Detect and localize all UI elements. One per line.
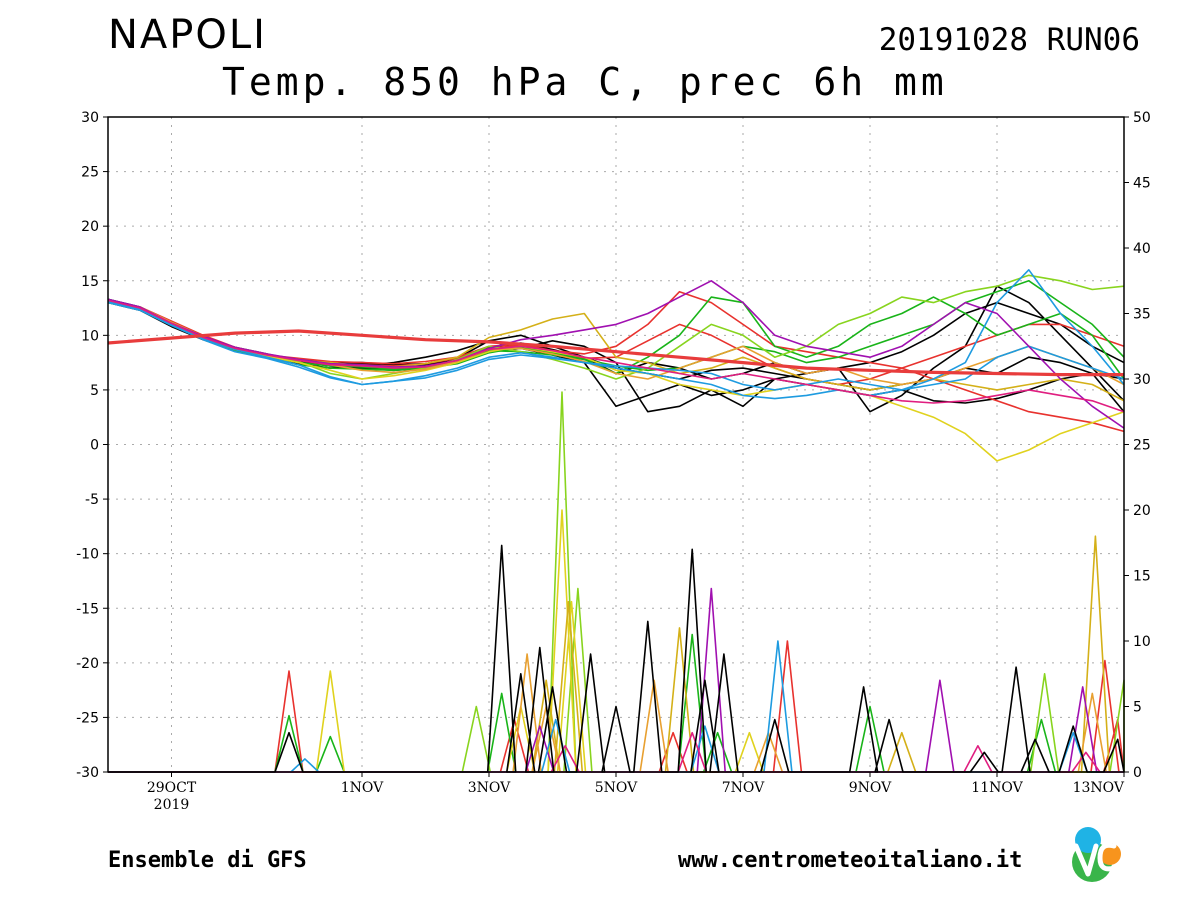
right-tick-label: 45	[1133, 176, 1151, 192]
temp-member-line	[107, 301, 1125, 462]
precip-line	[108, 587, 1124, 773]
left-axis-ticks: 30 25 20 15 10 5 0 -5 -10 -15 -20 -25 -30	[76, 110, 108, 781]
left-tick-label: 25	[81, 165, 99, 181]
x-tick-label: 29OCT	[147, 780, 197, 796]
right-tick-label: 5	[1133, 700, 1142, 716]
x-tick-label: 1NOV	[341, 780, 384, 796]
x-tick-label: 7NOV	[722, 780, 765, 796]
x-tick-label: 11NOV	[971, 780, 1023, 796]
control-run	[107, 329, 1124, 377]
temperature-series	[107, 269, 1125, 462]
left-tick-label: -20	[76, 656, 99, 672]
temp-member-line	[107, 269, 1125, 400]
x-tick-label: 13NOV	[1073, 780, 1125, 796]
temp-member-line	[107, 301, 1125, 391]
precip-line	[108, 653, 1124, 773]
x-tick-label: 5NOV	[595, 780, 638, 796]
temp-member-line	[107, 299, 1125, 380]
x-tick-sublabel: 2019	[154, 797, 190, 813]
left-tick-label: 15	[81, 274, 99, 290]
left-tick-label: -25	[76, 710, 99, 726]
precip-line	[108, 535, 1124, 773]
precip-line	[108, 633, 1124, 773]
right-tick-label: 35	[1133, 307, 1151, 323]
precip-line	[108, 509, 1124, 773]
right-tick-label: 30	[1133, 372, 1151, 388]
right-tick-label: 50	[1133, 110, 1151, 126]
right-tick-label: 0	[1133, 765, 1142, 781]
cmi-logo-icon	[1072, 827, 1121, 882]
location-title: NAPOLI	[108, 12, 267, 58]
temp-member-line	[107, 299, 1125, 413]
left-tick-label: -30	[76, 765, 99, 781]
precip-line	[108, 544, 1125, 773]
left-tick-label: -15	[76, 601, 99, 617]
right-tick-label: 20	[1133, 503, 1151, 519]
left-tick-label: 30	[81, 110, 99, 126]
model-run-label: 20191028 RUN06	[878, 22, 1140, 58]
left-tick-label: 20	[81, 219, 99, 235]
left-tick-label: -10	[76, 547, 99, 563]
x-tick-label: 9NOV	[849, 780, 892, 796]
footer-model-label: Ensemble di GFS	[108, 848, 307, 873]
x-tick-label: 3NOV	[468, 780, 511, 796]
temp-member-line	[107, 280, 1125, 429]
grid-lines	[108, 117, 1124, 772]
left-tick-label: 0	[90, 438, 99, 454]
left-tick-label: 5	[90, 383, 99, 399]
left-tick-label: -5	[85, 492, 99, 508]
chart-subtitle: Temp. 850 hPa C, prec 6h mm	[222, 60, 948, 104]
control-run-line	[107, 329, 1124, 377]
right-tick-label: 15	[1133, 569, 1151, 585]
temp-member-line	[107, 290, 1125, 433]
right-tick-label: 25	[1133, 438, 1151, 454]
right-tick-label: 10	[1133, 634, 1151, 650]
left-tick-label: 10	[81, 328, 99, 344]
footer-website-link[interactable]: www.centrometeoitaliano.it	[678, 848, 1023, 873]
right-tick-label: 40	[1133, 241, 1151, 257]
